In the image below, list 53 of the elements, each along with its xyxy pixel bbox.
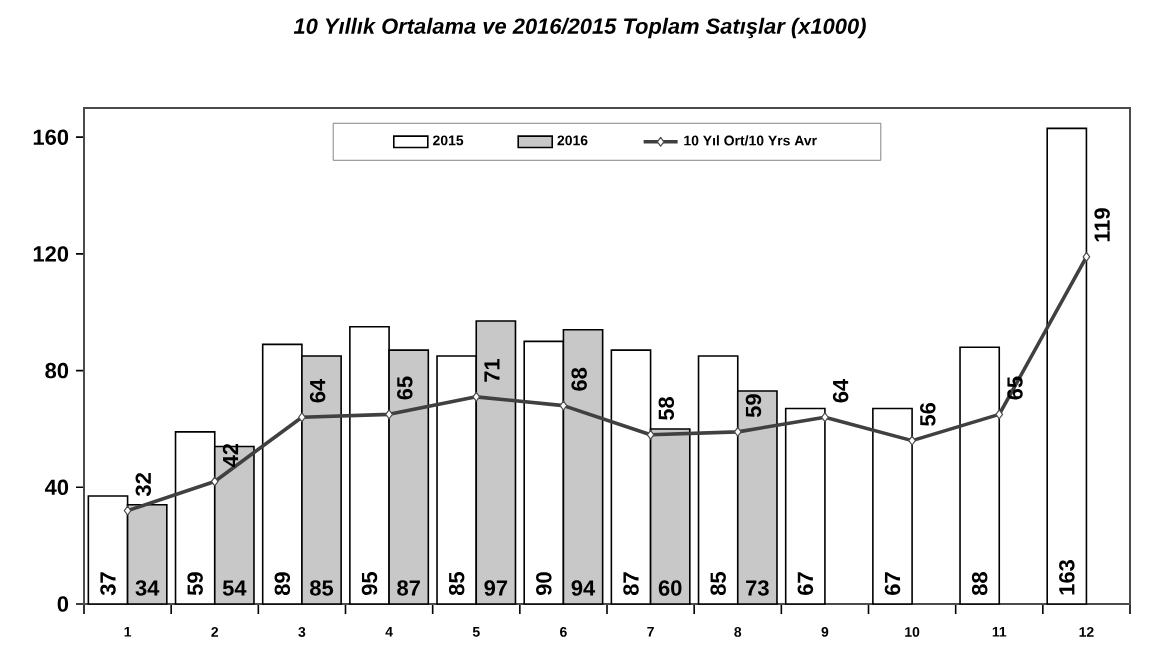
data-label: 32 — [135, 473, 152, 497]
point — [1082, 251, 1091, 262]
data-label: 95 — [361, 572, 378, 596]
point — [385, 409, 393, 420]
point — [472, 391, 481, 402]
bar — [784, 407, 826, 605]
data-label: 37 — [100, 572, 116, 596]
y-tick-label: 0 — [57, 596, 69, 612]
data-label: 87 — [397, 580, 420, 596]
point — [559, 400, 568, 411]
data-label: 68 — [571, 367, 587, 391]
point — [733, 426, 742, 437]
chart-title: 10 Yıllık Ortalama ve 2016/2015 Toplam Satışlar (x1000) — [293, 17, 866, 39]
data-label: 73 — [746, 580, 769, 596]
data-label: 71 — [484, 359, 500, 382]
bar — [1046, 127, 1088, 605]
point — [210, 476, 219, 487]
data-label: 34 — [135, 580, 160, 596]
data-label: 54 — [222, 580, 247, 596]
data-label: 89 — [274, 572, 291, 596]
data-label: 67 — [884, 572, 901, 595]
point — [908, 435, 916, 446]
y-tick-label: 120 — [33, 246, 69, 262]
data-label: 64 — [309, 378, 326, 403]
point — [646, 429, 655, 440]
data-label: 60 — [658, 580, 682, 596]
data-label: 58 — [658, 397, 675, 421]
point — [995, 409, 1004, 420]
data-label: 65 — [397, 376, 413, 400]
point — [821, 412, 829, 423]
bar — [959, 346, 1001, 605]
data-label: 97 — [484, 580, 508, 596]
data-label: 59 — [187, 572, 203, 596]
data-label: 65 — [1007, 376, 1023, 400]
data-label: 88 — [971, 572, 988, 596]
point — [123, 505, 132, 516]
data-label: 59 — [745, 394, 762, 418]
data-label: 119 — [1094, 208, 1110, 242]
data-label: 56 — [920, 402, 936, 426]
data-label: 94 — [571, 580, 596, 596]
data-label: 163 — [1059, 560, 1075, 595]
data-label: 85 — [310, 580, 334, 596]
y-tick-label: 40 — [44, 479, 69, 496]
data-label: 87 — [623, 572, 639, 596]
data-label: 64 — [832, 378, 849, 403]
bar — [872, 407, 913, 605]
point — [298, 412, 306, 423]
data-label: 67 — [797, 572, 814, 595]
y-tick-label: 160 — [33, 129, 69, 145]
y-tick-label: 80 — [45, 362, 69, 379]
data-label: 85 — [710, 572, 726, 596]
data-label: 90 — [536, 572, 552, 596]
data-label: 85 — [448, 572, 465, 596]
